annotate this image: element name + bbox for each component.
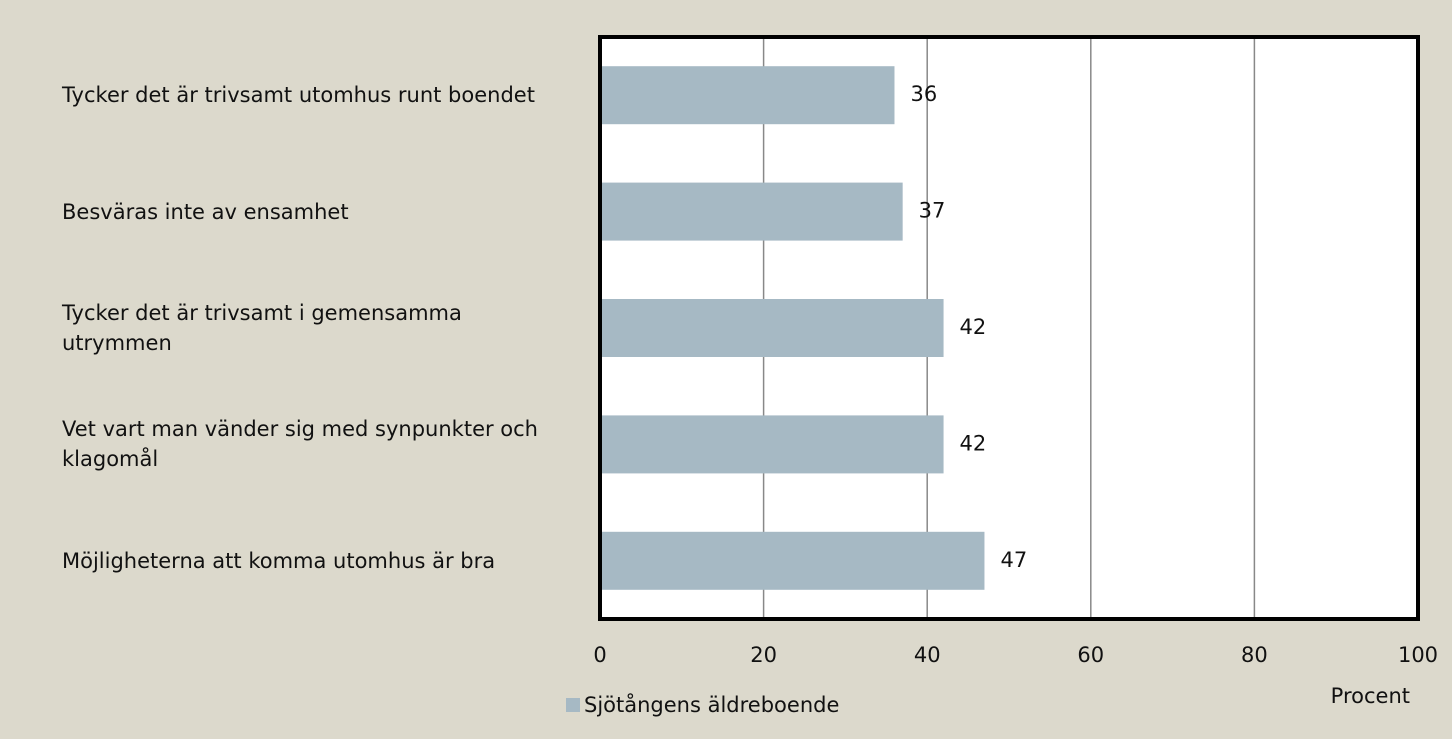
y-tick-label: Besväras inte av ensamhet [62, 199, 349, 224]
data-label: 42 [960, 315, 987, 339]
data-label: 42 [960, 431, 987, 455]
y-tick-label: Möjligheterna att komma utomhus är bra [62, 548, 496, 573]
x-tick-label: 20 [750, 643, 777, 667]
legend-swatch [566, 698, 580, 712]
x-tick-label: 0 [593, 643, 606, 667]
legend-label: Sjötångens äldreboende [584, 692, 839, 717]
plot-border [598, 35, 1420, 621]
y-tick-label: Tycker det är trivsamt utomhus runt boen… [62, 83, 535, 108]
bar [600, 415, 944, 474]
y-tick-label: Tycker det är trivsamt i gemensamma utry… [62, 301, 462, 355]
x-tick-label: 40 [914, 643, 941, 667]
x-tick-label: 100 [1398, 643, 1438, 667]
bar [600, 66, 895, 125]
data-label: 47 [1000, 548, 1027, 572]
data-label: 37 [919, 199, 946, 223]
bar [600, 299, 944, 357]
bar [600, 182, 903, 241]
bar [600, 531, 985, 590]
x-tick-label: 60 [1077, 643, 1104, 667]
y-tick-label: Vet vart man vänder sig med synpunkter o… [62, 417, 538, 472]
bars [600, 66, 985, 590]
data-label: 36 [910, 82, 937, 106]
x-tick-label: 80 [1241, 643, 1268, 667]
x-axis-label: Procent [1331, 684, 1410, 708]
